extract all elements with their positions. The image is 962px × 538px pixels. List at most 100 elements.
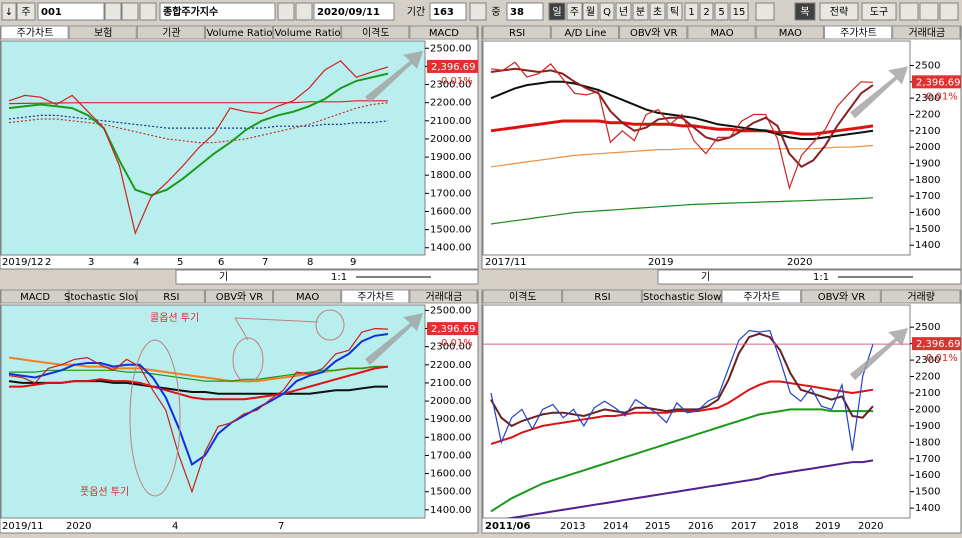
tab[interactable] (409, 25, 478, 40)
price-line (8, 333, 389, 467)
toolbar-button[interactable] (684, 2, 699, 21)
change-label: 0.01% (441, 338, 473, 349)
tab[interactable] (68, 289, 137, 304)
tab[interactable] (619, 25, 688, 40)
toolbar-icon[interactable] (295, 2, 313, 21)
scrollbar[interactable] (657, 269, 962, 285)
toolbar-icon[interactable] (919, 2, 939, 21)
y-tick-label: 1900 (915, 159, 940, 170)
toolbar-button[interactable] (159, 2, 276, 21)
toolbar-button[interactable] (819, 2, 859, 21)
tab[interactable] (880, 289, 961, 304)
toolbar-icon[interactable] (104, 2, 122, 21)
tab[interactable] (204, 25, 274, 40)
toolbar-button[interactable] (599, 2, 615, 21)
toolbar-button[interactable] (666, 2, 683, 21)
toolbar-button[interactable] (37, 2, 105, 21)
scrollbar[interactable] (175, 269, 479, 285)
y-tick-label: 2300.00 (430, 342, 471, 353)
price-label: 2,396.69 (916, 339, 961, 350)
tab[interactable] (409, 289, 478, 304)
price-label: 2,396.69 (431, 62, 476, 73)
toolbar-button[interactable] (699, 2, 714, 21)
y-tick-label: 1900.00 (430, 414, 471, 425)
tab[interactable] (273, 289, 342, 304)
y-tick-label: 1500 (915, 224, 940, 235)
tab[interactable] (823, 25, 893, 40)
toolbar-icon[interactable] (469, 2, 487, 21)
tab[interactable] (801, 289, 881, 304)
tab[interactable] (482, 289, 563, 304)
toolbar-label: 5 (718, 7, 724, 18)
toolbar-label: 틱 (670, 6, 679, 18)
trend-arrow (365, 313, 423, 366)
tab[interactable] (0, 25, 69, 40)
toolbar-button[interactable] (861, 2, 897, 21)
tab-label: A/D Line (564, 28, 606, 39)
tab[interactable] (136, 289, 205, 304)
price-line (9, 365, 389, 401)
price-line (490, 197, 874, 225)
toolbar-icon[interactable] (899, 2, 919, 21)
y-tick-label: 1500 (915, 487, 940, 498)
toolbar-button[interactable] (615, 2, 632, 21)
toolbar-button[interactable] (1, 2, 17, 21)
price-box (427, 322, 478, 336)
price-box (427, 59, 478, 73)
tab[interactable] (273, 25, 342, 40)
toolbar-button[interactable] (582, 2, 599, 21)
tab[interactable] (641, 289, 722, 304)
zoom-label: 1:1 (331, 272, 347, 283)
trend-arrow (850, 328, 908, 381)
tab[interactable] (482, 25, 551, 40)
tab[interactable] (204, 289, 274, 304)
tab[interactable] (341, 25, 410, 40)
tab[interactable] (687, 25, 756, 40)
x-tick-label: 2020 (787, 257, 812, 268)
tab[interactable] (68, 25, 137, 40)
zoom-label: 1:1 (813, 272, 829, 283)
toolbar-button[interactable] (729, 2, 749, 21)
tab[interactable] (341, 289, 410, 304)
scroll-label: 기 (219, 271, 228, 283)
x-tick-label: 4 (133, 257, 139, 268)
toolbar-button[interactable] (566, 2, 583, 21)
toolbar-label: ↓ (5, 7, 13, 18)
toolbar-label: 일 (552, 6, 561, 18)
y-tick-label: 1500.00 (430, 225, 471, 236)
toolbar-label: 분 (636, 6, 645, 18)
tab[interactable] (136, 25, 205, 40)
toolbar-button[interactable] (649, 2, 666, 21)
tab[interactable] (721, 289, 802, 304)
toolbar-icon[interactable] (277, 2, 295, 21)
x-tick-label: 3 (88, 257, 94, 268)
y-tick-label: 2200.00 (430, 98, 471, 109)
tab-label: OBV와 VR (216, 291, 263, 303)
toolbar-icon[interactable] (939, 2, 959, 21)
toolbar-button[interactable] (16, 2, 36, 21)
x-tick-label: 8 (307, 257, 313, 268)
tab-label: MACD (20, 292, 50, 303)
price-line (8, 327, 389, 494)
toolbar-icon[interactable] (755, 2, 775, 21)
tab[interactable] (892, 25, 961, 40)
toolbar-button[interactable] (714, 2, 729, 21)
toolbar-button[interactable] (313, 2, 395, 21)
toolbar-button[interactable] (794, 2, 816, 21)
tab[interactable] (0, 289, 69, 304)
tab[interactable] (755, 25, 824, 40)
x-tick-label: 2 (45, 257, 51, 268)
tab-label: RSI (163, 292, 179, 303)
tab-label: 이격도 (362, 26, 390, 39)
toolbar-button[interactable] (632, 2, 649, 21)
tab[interactable] (562, 289, 642, 304)
toolbar-icon[interactable] (121, 2, 139, 21)
tab[interactable] (550, 25, 620, 40)
toolbar-icon[interactable] (139, 2, 157, 21)
toolbar-button[interactable] (506, 2, 544, 21)
tab-label: 주가차트 (357, 291, 394, 303)
toolbar-button[interactable] (548, 2, 566, 21)
x-tick-label: 7 (278, 521, 284, 532)
toolbar-button[interactable] (429, 2, 467, 21)
